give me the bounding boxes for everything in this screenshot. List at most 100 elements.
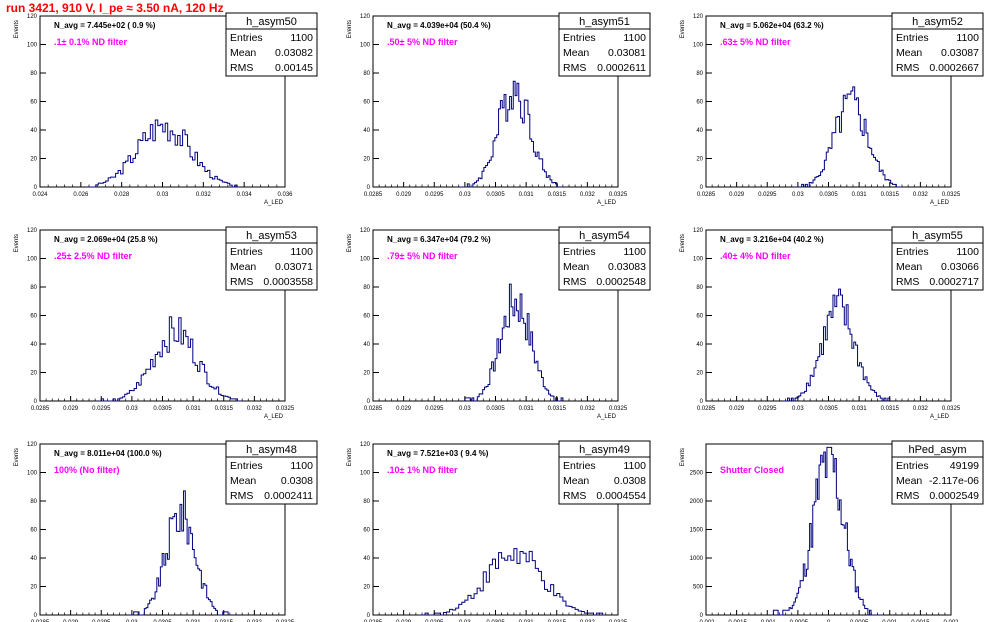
histogram-pad-h_asym53: 0.0285 0.029 0.0295 0.03 0.0305 0.031 0.0315 0.… — [14, 226, 318, 420]
x-tick-label: 0.029 — [729, 406, 745, 412]
stats-box — [225, 226, 318, 291]
x-tick-label: 0.0305 — [486, 620, 505, 622]
stats-value: 0.0003558 — [263, 276, 313, 288]
x-tick-label: 0.032 — [580, 406, 596, 412]
stats-value: 1100 — [623, 460, 646, 472]
histogram-name: h_asym50 — [246, 16, 297, 28]
histogram-pad-h_asym52: 0.0285 0.029 0.0295 0.03 0.0305 0.031 0.0315 0.… — [680, 12, 984, 206]
filter-label: .25± 2.5% ND filter — [54, 251, 132, 261]
x-tick-label: 0.0315 — [215, 406, 234, 412]
x-tick-label: 0.0285 — [364, 620, 383, 622]
histogram-pad-h_asym48: 0.0285 0.029 0.0295 0.03 0.0305 0.031 0.0315 0.… — [14, 440, 318, 622]
stats-value: 0.00145 — [275, 62, 313, 74]
histogram-pad-h_asym49: 0.0285 0.029 0.0295 0.03 0.0305 0.031 0.0315 0.… — [347, 440, 651, 622]
y-tick-label: 0 — [34, 613, 38, 619]
x-tick-label: 0.0285 — [364, 406, 383, 412]
y-tick-label: 60 — [363, 100, 370, 106]
stats-value: 0.03087 — [941, 47, 979, 59]
x-tick-label: 0.032 — [580, 620, 596, 622]
stats-value: 1100 — [623, 32, 646, 44]
x-tick-label: 0.029 — [396, 620, 412, 622]
y-tick-label: 0 — [700, 399, 704, 405]
stats-key: RMS — [896, 62, 919, 74]
y-tick-label: 0 — [34, 399, 38, 405]
x-tick-label: 0.0285 — [31, 406, 50, 412]
filter-label: 100% (No filter) — [54, 465, 120, 475]
filter-label: .63± 5% ND filter — [720, 37, 791, 47]
stats-value: 1100 — [290, 460, 313, 472]
x-tick-label: 0.0315 — [881, 406, 900, 412]
stats-key: RMS — [563, 490, 586, 502]
stats-key: Mean — [563, 261, 589, 273]
x-tick-label: 0.029 — [63, 406, 79, 412]
x-tick-label: 0.0305 — [486, 192, 505, 198]
y-tick-label: 100 — [360, 43, 371, 49]
y-tick-label: 0 — [34, 185, 38, 191]
y-tick-label: 100 — [27, 43, 38, 49]
x-tick-label: 0.0315 — [215, 620, 234, 622]
stats-value: 1100 — [623, 246, 646, 258]
y-tick-label: 20 — [696, 157, 703, 163]
y-tick-label: 2000 — [690, 499, 704, 505]
x-tick-label: 0.031 — [519, 192, 535, 198]
histogram-line — [418, 548, 606, 616]
filter-label: .1± 0.1% ND filter — [54, 37, 127, 47]
x-tick-label: 0.03 — [126, 406, 138, 412]
y-tick-label: 20 — [30, 157, 37, 163]
filter-label: .79± 5% ND filter — [387, 251, 458, 261]
x-tick-label: 0.029 — [396, 406, 412, 412]
y-tick-label: 120 — [360, 228, 371, 234]
histogram-name: h_asym51 — [579, 16, 630, 28]
stats-value: 0.03083 — [608, 261, 646, 273]
x-axis-title: A_LED — [264, 414, 284, 420]
y-axis-title: Events — [680, 448, 686, 466]
x-tick-label: 0.031 — [852, 406, 868, 412]
stats-key: Entries — [896, 460, 929, 472]
histogram-name: h_asym55 — [912, 230, 963, 242]
stats-key: RMS — [230, 62, 253, 74]
x-tick-label: 0.0305 — [486, 406, 505, 412]
histogram-line — [130, 490, 230, 616]
y-tick-label: 0 — [367, 613, 371, 619]
stats-value: 0.0002717 — [929, 276, 979, 288]
x-tick-label: 0.029 — [729, 192, 745, 198]
x-tick-label: 0.0325 — [276, 620, 295, 622]
histogram-line — [783, 288, 891, 402]
stats-box — [225, 440, 318, 505]
x-tick-label: 0 — [827, 620, 831, 622]
y-tick-label: 2500 — [690, 471, 704, 477]
x-tick-label: 0.032 — [247, 620, 263, 622]
x-tick-label: 0.0295 — [92, 406, 111, 412]
x-tick-label: 0.0305 — [153, 406, 172, 412]
x-tick-label: 0.032 — [913, 406, 929, 412]
stats-value: 0.03081 — [608, 47, 646, 59]
stats-value: 0.0004554 — [596, 490, 646, 502]
y-tick-label: 120 — [360, 14, 371, 20]
stats-key: Entries — [896, 246, 929, 258]
x-tick-label: 0.0295 — [758, 192, 777, 198]
stats-key: RMS — [230, 490, 253, 502]
stats-key: Mean — [230, 261, 256, 273]
navg-label: N_avg = 6.347e+04 (79.2 %) — [387, 235, 491, 244]
x-tick-label: 0.0285 — [697, 192, 716, 198]
x-tick-label: 0.0285 — [364, 192, 383, 198]
stats-value: 0.03071 — [275, 261, 313, 273]
x-tick-label: -0.002 — [697, 620, 715, 622]
stats-key: Mean — [230, 475, 256, 487]
x-tick-label: 0.002 — [943, 620, 959, 622]
y-tick-label: 60 — [696, 314, 703, 320]
stats-key: Entries — [230, 460, 263, 472]
y-tick-label: 80 — [363, 285, 370, 291]
y-tick-label: 100 — [693, 257, 704, 263]
y-tick-label: 0 — [700, 185, 704, 191]
stats-box — [558, 226, 651, 291]
x-tick-label: 0.0315 — [548, 620, 567, 622]
stats-value: 0.0002548 — [596, 276, 646, 288]
x-tick-label: 0.0285 — [31, 620, 50, 622]
y-tick-label: 60 — [30, 314, 37, 320]
x-tick-label: 0.0325 — [942, 192, 961, 198]
histogram-pad-h_asym54: 0.0285 0.029 0.0295 0.03 0.0305 0.031 0.0315 0.… — [347, 226, 651, 420]
x-tick-label: 0.031 — [519, 406, 535, 412]
